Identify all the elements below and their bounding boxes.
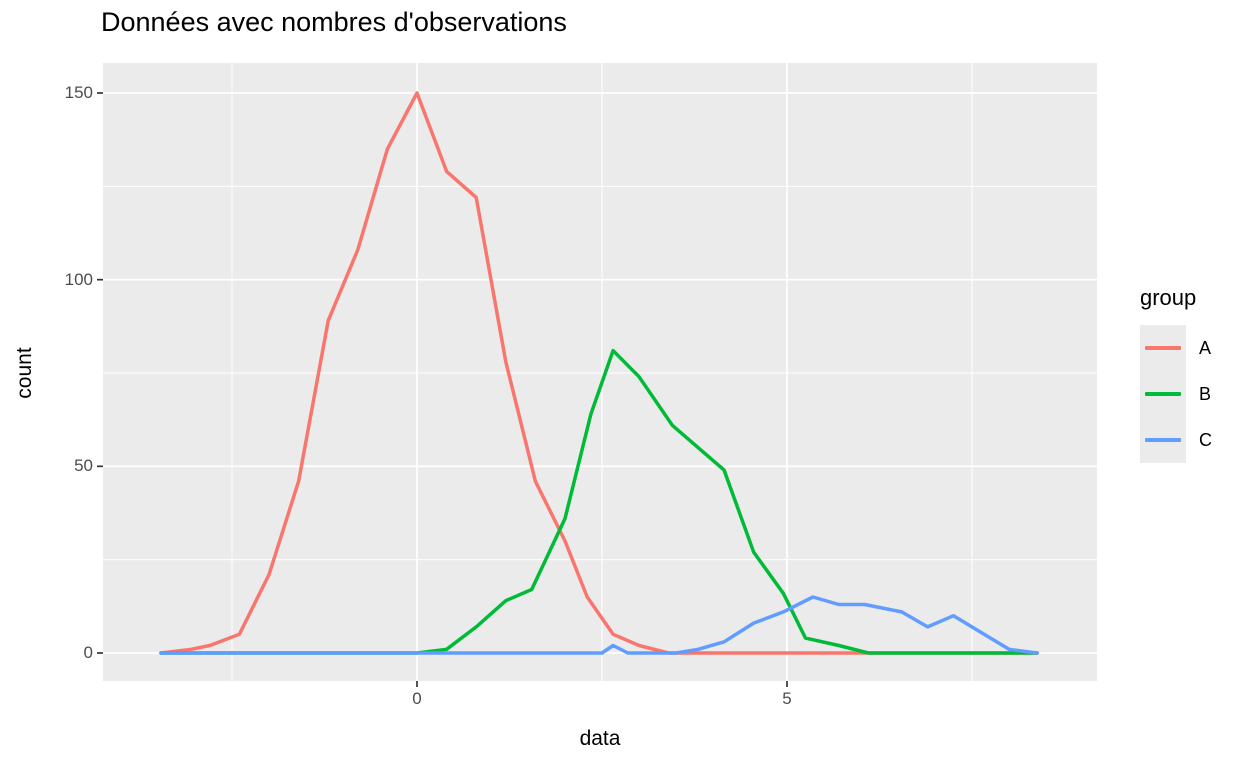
minor-gridlines: [103, 63, 1097, 681]
x-axis-title: data: [579, 727, 621, 750]
legend-key-box-B: [1140, 371, 1186, 417]
x-tick-label-5: 5: [782, 689, 792, 708]
legend-label-C: C: [1199, 429, 1212, 450]
series-line-B: [159, 348, 1039, 655]
plot-panel: [103, 63, 1097, 681]
legend: group A B C: [1140, 285, 1212, 463]
y-tick-label-150: 150: [64, 83, 93, 102]
legend-title: group: [1140, 285, 1197, 310]
legend-key-box-C: [1140, 417, 1186, 463]
series-lines: [159, 91, 1039, 655]
legend-key-box-A: [1140, 325, 1186, 371]
y-tick-label-100: 100: [64, 269, 93, 289]
chart-title: Données avec nombres d'observations: [101, 7, 567, 37]
legend-key-line-C: [1145, 438, 1181, 442]
legend-item-A: A: [1140, 325, 1212, 371]
legend-key-line-B: [1145, 392, 1181, 396]
series-line-C: [159, 595, 1039, 655]
legend-item-C: C: [1140, 417, 1212, 463]
y-tick-label-0: 0: [83, 643, 93, 662]
y-tick-label-50: 50: [74, 456, 93, 476]
x-tick-label-0: 0: [412, 689, 422, 708]
y-axis-title: count: [13, 347, 36, 399]
legend-label-B: B: [1199, 383, 1212, 404]
axis-tick-marks: [97, 92, 788, 687]
series-line-A: [159, 91, 1039, 655]
legend-key-line-A: [1145, 346, 1181, 350]
legend-item-B: B: [1140, 371, 1212, 417]
legend-label-A: A: [1199, 337, 1212, 358]
legend-keys: A B C: [1140, 325, 1212, 463]
